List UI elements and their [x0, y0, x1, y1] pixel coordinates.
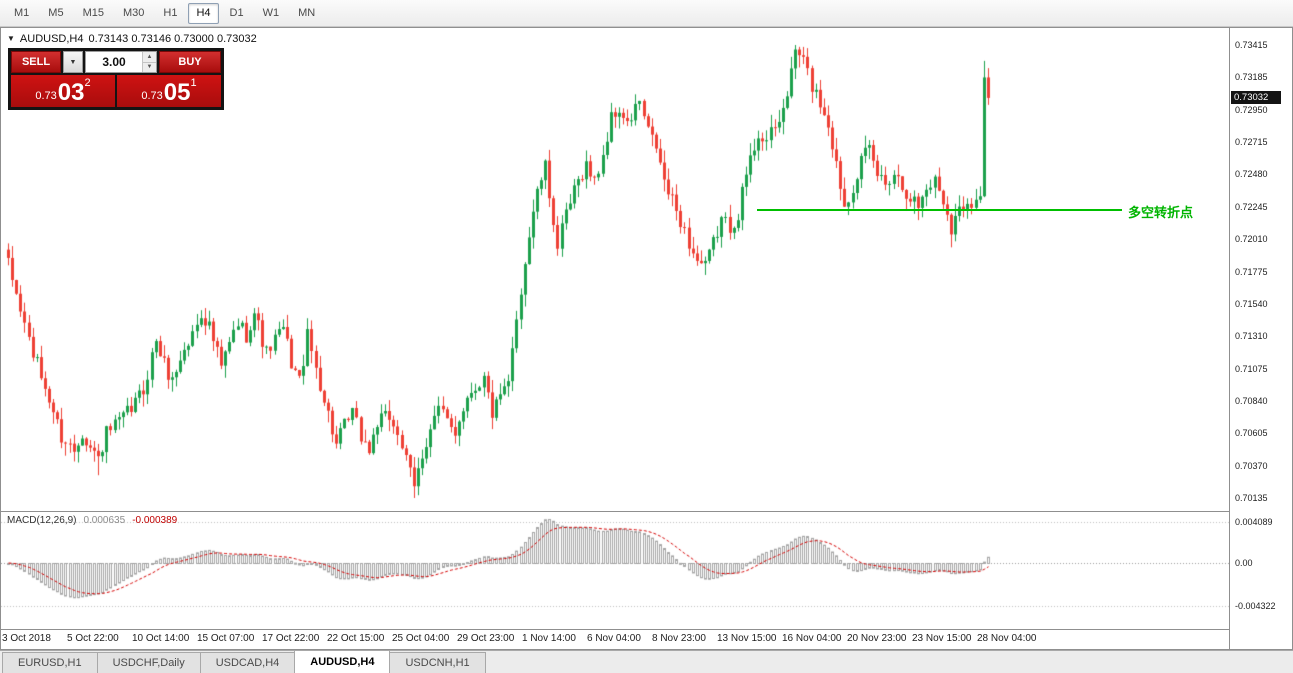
chevron-down-icon: ▼ [69, 58, 77, 66]
price-scale[interactable]: 0.73415 0.73185 0.72950 0.72715 0.72480 0.722… [1229, 28, 1292, 649]
tab-usdcad-h4[interactable]: USDCAD,H4 [199, 652, 296, 673]
chart-ohlc-quotes: 0.73143 0.73146 0.73000 0.73032 [88, 33, 257, 45]
price-label: 0.73185 [1235, 72, 1268, 83]
macd-indicator-label: MACD(12,26,9) 0.000635 -0.000389 [7, 515, 177, 526]
price-label: 0.73415 [1235, 40, 1268, 50]
time-label: 6 Nov 04:00 [587, 633, 641, 644]
macd-scale-label: 0.00 [1235, 558, 1253, 568]
price-label: 0.70605 [1235, 428, 1268, 439]
macd-scale-label: 0.004089 [1235, 517, 1273, 527]
buy-price-display[interactable]: 0.73 05 1 [117, 75, 221, 107]
price-label: 0.72715 [1235, 137, 1268, 148]
timeframe-button-m1[interactable]: M1 [14, 7, 30, 19]
time-label: 28 Nov 04:00 [977, 633, 1037, 644]
macd-signal-value: -0.000389 [132, 515, 178, 526]
one-click-trade-widget: SELL ▼ ▲ ▼ BUY 0.73 03 2 0.73 05 [8, 48, 224, 110]
time-axis-divider [1, 629, 1292, 630]
macd-title: MACD(12,26,9) [7, 515, 77, 526]
chart-symbol-icon: ▼ [7, 34, 15, 43]
price-label: 0.72245 [1235, 201, 1268, 212]
sell-button[interactable]: SELL [11, 51, 61, 73]
chart-title: ▼ AUDUSD,H4 0.73143 0.73146 0.73000 0.73… [7, 33, 257, 45]
price-label: 0.72010 [1235, 234, 1268, 245]
price-label: 0.70135 [1235, 493, 1268, 503]
tab-audusd-h4[interactable]: AUDUSD,H4 [294, 650, 391, 673]
time-label: 25 Oct 04:00 [392, 633, 450, 644]
timeframe-button-h1[interactable]: H1 [163, 7, 178, 19]
timeframe-toolbar: M1 M5 M15 M30 H1 H4 D1 W1 MN [0, 0, 1293, 27]
tab-eurusd-h1[interactable]: EURUSD,H1 [2, 652, 98, 673]
buy-button[interactable]: BUY [159, 51, 221, 73]
time-label: 13 Nov 15:00 [717, 633, 777, 644]
volume-up-button[interactable]: ▲ [143, 52, 156, 63]
buy-price-prefix: 0.73 [141, 90, 163, 102]
price-label: 0.71075 [1235, 363, 1268, 374]
time-label: 5 Oct 22:00 [67, 633, 119, 644]
timeframe-button-d1[interactable]: D1 [229, 7, 244, 19]
pane-resize-divider[interactable] [1, 511, 1292, 512]
time-label: 15 Oct 07:00 [197, 633, 255, 644]
price-label: 0.71540 [1235, 298, 1268, 309]
current-price-tag: 0.73032 [1231, 91, 1281, 105]
price-label: 0.72950 [1235, 104, 1268, 115]
sell-price-big: 03 [57, 79, 85, 107]
timeframe-button-m15[interactable]: M15 [82, 7, 104, 19]
time-label: 17 Oct 22:00 [262, 633, 320, 644]
time-label: 3 Oct 2018 [2, 633, 51, 644]
support-trendline[interactable] [757, 209, 1122, 211]
tab-usdcnh-h1[interactable]: USDCNH,H1 [389, 652, 486, 673]
time-label: 22 Oct 15:00 [327, 633, 385, 644]
time-label: 20 Nov 23:00 [847, 633, 907, 644]
chart-symbol: AUDUSD,H4 [19, 33, 84, 45]
timeframe-button-w1[interactable]: W1 [262, 7, 280, 19]
price-label: 0.72480 [1235, 169, 1268, 180]
sell-price-sup: 2 [84, 77, 91, 89]
price-label: 0.70370 [1235, 460, 1268, 471]
time-label: 1 Nov 14:00 [522, 633, 576, 644]
price-label: 0.70840 [1235, 395, 1268, 406]
volume-input[interactable] [86, 52, 142, 72]
chart-tab-bar: EURUSD,H1 USDCHF,Daily USDCAD,H4 AUDUSD,H4 U… [0, 650, 1293, 673]
time-label: 23 Nov 15:00 [912, 633, 972, 644]
macd-scale-label: -0.004322 [1235, 601, 1276, 611]
buy-price-big: 05 [163, 79, 191, 107]
timeframe-button-mn[interactable]: MN [298, 7, 316, 19]
macd-indicator-canvas[interactable] [1, 512, 1229, 629]
timeframe-button-m30[interactable]: M30 [122, 7, 145, 19]
volume-down-button[interactable]: ▼ [143, 62, 156, 72]
time-label: 8 Nov 23:00 [652, 633, 706, 644]
time-label: 29 Oct 23:00 [457, 633, 515, 644]
timeframe-button-m5[interactable]: M5 [48, 7, 64, 19]
price-label: 0.71310 [1235, 331, 1268, 342]
buy-price-sup: 1 [190, 77, 197, 89]
price-label: 0.71775 [1235, 266, 1268, 277]
tab-usdchf-daily[interactable]: USDCHF,Daily [96, 652, 201, 673]
chart-window: ▼ AUDUSD,H4 0.73143 0.73146 0.73000 0.73… [0, 27, 1293, 650]
sell-price-prefix: 0.73 [35, 90, 57, 102]
time-axis: 3 Oct 2018 5 Oct 22:00 10 Oct 14:00 15 Oct … [1, 630, 1229, 649]
timeframe-button-h4[interactable]: H4 [188, 2, 219, 24]
time-label: 10 Oct 14:00 [132, 633, 190, 644]
support-annotation-label[interactable]: 多空转折点 [1128, 205, 1194, 220]
sell-price-display[interactable]: 0.73 03 2 [11, 75, 115, 107]
trade-options-dropdown[interactable]: ▼ [63, 51, 83, 73]
macd-main-value: 0.000635 [83, 515, 126, 526]
time-label: 16 Nov 04:00 [782, 633, 842, 644]
